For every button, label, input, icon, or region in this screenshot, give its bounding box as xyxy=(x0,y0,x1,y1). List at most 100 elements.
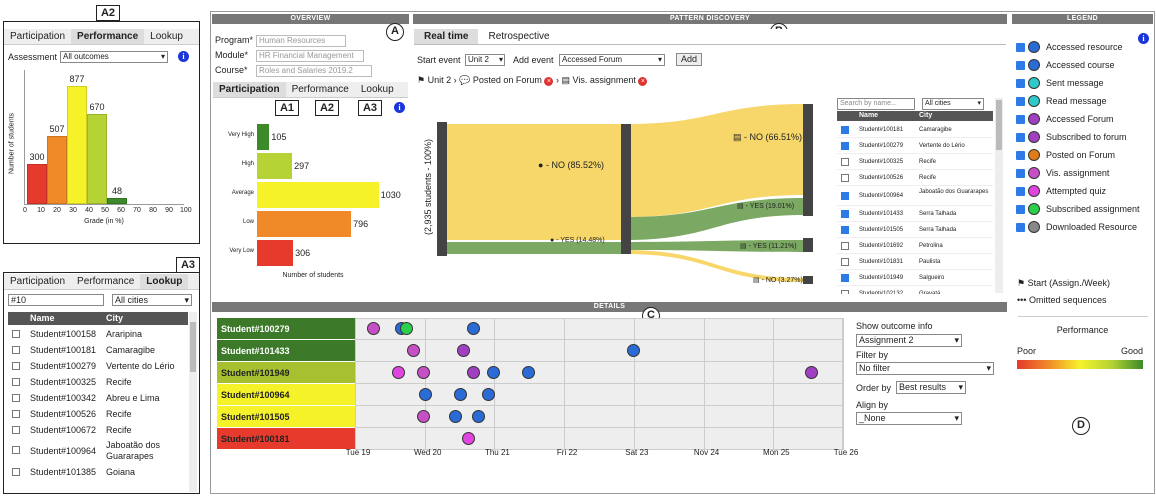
info-icon[interactable]: i xyxy=(394,102,405,113)
legend-item[interactable]: Subscribed assignment xyxy=(1016,202,1151,218)
crumb-posted-forum[interactable]: Posted on Forum xyxy=(472,75,542,85)
order-select[interactable]: Best results ▾ xyxy=(896,381,966,394)
table-row[interactable]: Student#100279 Vertente do Lério xyxy=(8,358,188,374)
start-event-select[interactable]: Unit 2 ▾ xyxy=(465,54,505,66)
tab-lookup[interactable]: Lookup xyxy=(140,274,189,289)
event-marker[interactable] xyxy=(522,366,535,379)
row-checkbox[interactable] xyxy=(841,126,849,134)
participation-bar[interactable] xyxy=(257,124,270,150)
row-checkbox[interactable] xyxy=(12,362,20,370)
student-label[interactable]: Student#101505 xyxy=(217,406,355,427)
tab-participation[interactable]: Participation xyxy=(10,31,66,42)
table-row[interactable]: Student#100526 Recife xyxy=(837,170,993,186)
tab-lookup[interactable]: Lookup xyxy=(150,31,183,42)
event-marker[interactable] xyxy=(457,344,470,357)
participation-bar[interactable] xyxy=(257,211,352,237)
legend-item[interactable]: Vis. assignment xyxy=(1016,166,1151,182)
legend-item[interactable]: Accessed Forum xyxy=(1016,112,1151,128)
table-row[interactable]: Student#101385 Goiana xyxy=(8,464,188,480)
add-event-select[interactable]: Accessed Forum ▾ xyxy=(559,54,665,66)
table-row[interactable]: Student#100158 Araripina xyxy=(8,326,188,342)
show-outcome-select[interactable]: Assignment 2 ▾ xyxy=(856,334,962,347)
event-marker[interactable] xyxy=(449,410,462,423)
tab-participation[interactable]: Participation xyxy=(213,82,286,97)
table-row[interactable]: Student#100181 Camaragibe xyxy=(8,342,188,358)
participation-bar[interactable] xyxy=(257,182,379,208)
search-input[interactable]: #10 xyxy=(8,294,104,306)
student-label[interactable]: Student#100279 xyxy=(217,318,355,339)
row-checkbox[interactable] xyxy=(12,426,20,434)
event-marker[interactable] xyxy=(627,344,640,357)
row-checkbox[interactable] xyxy=(841,258,849,266)
event-marker[interactable] xyxy=(454,388,467,401)
legend-checkbox[interactable] xyxy=(1016,43,1025,52)
participation-bar[interactable] xyxy=(257,153,293,179)
legend-checkbox[interactable] xyxy=(1016,223,1025,232)
tab-performance[interactable]: Performance xyxy=(71,29,145,44)
table-row[interactable]: Student#100325 Recife xyxy=(837,154,993,170)
row-checkbox[interactable] xyxy=(841,274,849,282)
city-filter-select[interactable]: All cities ▾ xyxy=(922,98,984,110)
align-select[interactable]: _None ▾ xyxy=(856,412,962,425)
row-checkbox[interactable] xyxy=(12,346,20,354)
histogram-bar[interactable] xyxy=(87,113,107,204)
event-marker[interactable] xyxy=(400,322,413,335)
legend-checkbox[interactable] xyxy=(1016,187,1025,196)
event-marker[interactable] xyxy=(467,366,480,379)
legend-checkbox[interactable] xyxy=(1016,79,1025,88)
row-checkbox[interactable] xyxy=(841,210,849,218)
legend-checkbox[interactable] xyxy=(1016,169,1025,178)
legend-checkbox[interactable] xyxy=(1016,115,1025,124)
table-row[interactable]: Student#100526 Recife xyxy=(8,406,188,422)
tab-performance[interactable]: Performance xyxy=(77,276,135,287)
event-marker[interactable] xyxy=(482,388,495,401)
histogram-bar[interactable] xyxy=(47,135,67,204)
table-row[interactable]: Student#100279 Vertente do Lério xyxy=(837,138,993,154)
legend-item[interactable]: Attempted quiz xyxy=(1016,184,1151,200)
row-checkbox[interactable] xyxy=(841,290,849,294)
city-filter-select[interactable]: All cities ▾ xyxy=(112,294,192,306)
student-label[interactable]: Student#101433 xyxy=(217,340,355,361)
table-row[interactable]: Student#101949 Salgueiro xyxy=(837,270,993,286)
table-row[interactable]: Student#101505 Serra Talhada xyxy=(837,222,993,238)
table-row[interactable]: Student#100964 Jaboatão dos Guararapes xyxy=(8,438,188,464)
scrollbar[interactable] xyxy=(189,312,197,492)
histogram-bar[interactable] xyxy=(67,85,87,204)
legend-checkbox[interactable] xyxy=(1016,133,1025,142)
legend-item[interactable]: Subscribed to forum xyxy=(1016,130,1151,146)
table-row[interactable]: Student#102132 Gravatá xyxy=(837,286,993,294)
scrollbar-thumb[interactable] xyxy=(996,100,1002,150)
table-row[interactable]: Student#100964 Jaboatão dos Guararapes xyxy=(837,186,993,206)
close-icon[interactable]: × xyxy=(544,77,554,86)
tab-real-time[interactable]: Real time xyxy=(414,29,479,44)
scrollbar-thumb[interactable] xyxy=(190,322,196,372)
table-row[interactable]: Student#101831 Paulista xyxy=(837,254,993,270)
row-checkbox[interactable] xyxy=(12,378,20,386)
histogram-bar[interactable] xyxy=(27,163,47,204)
legend-item[interactable]: Read message xyxy=(1016,94,1151,110)
module-select[interactable]: HR Financial Management xyxy=(256,50,364,62)
legend-item[interactable]: Sent message xyxy=(1016,76,1151,92)
table-row[interactable]: Student#100181 Camaragibe xyxy=(837,122,993,138)
tab-participation[interactable]: Participation xyxy=(10,276,66,287)
legend-item[interactable]: Downloaded Resource xyxy=(1016,220,1151,236)
event-marker[interactable] xyxy=(805,366,818,379)
crumb-vis-assignment[interactable]: Vis. assignment xyxy=(572,75,636,85)
event-marker[interactable] xyxy=(462,432,475,445)
event-marker[interactable] xyxy=(467,322,480,335)
student-label[interactable]: Student#100181 xyxy=(217,428,355,449)
table-row[interactable]: Student#101433 Serra Talhada xyxy=(837,206,993,222)
event-marker[interactable] xyxy=(367,322,380,335)
close-icon[interactable]: × xyxy=(638,77,648,86)
legend-checkbox[interactable] xyxy=(1016,61,1025,70)
tab-lookup[interactable]: Lookup xyxy=(360,84,394,95)
legend-item[interactable]: Accessed resource xyxy=(1016,40,1151,56)
row-checkbox[interactable] xyxy=(12,446,20,454)
event-marker[interactable] xyxy=(407,344,420,357)
table-row[interactable]: Student#101692 Petrolina xyxy=(837,238,993,254)
legend-item[interactable]: Posted on Forum xyxy=(1016,148,1151,164)
row-checkbox[interactable] xyxy=(841,142,849,150)
row-checkbox[interactable] xyxy=(12,330,20,338)
info-icon[interactable]: i xyxy=(178,51,189,62)
course-select[interactable]: Roles and Salaries 2019.2 xyxy=(256,65,372,77)
